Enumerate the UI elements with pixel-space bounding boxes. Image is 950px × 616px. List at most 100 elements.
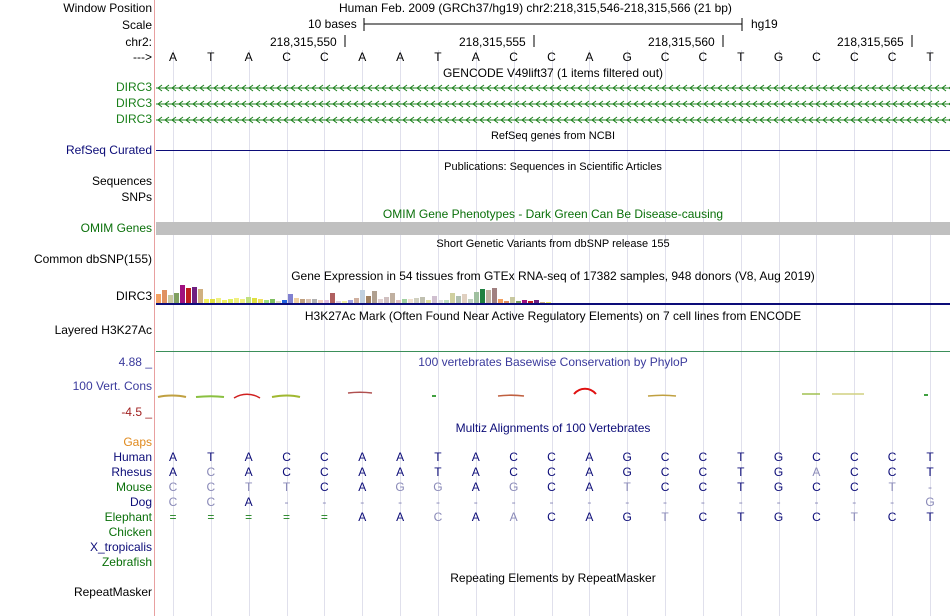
gtex-tissue-bar[interactable] <box>180 285 185 303</box>
aligned-base: A <box>509 510 518 524</box>
refseq-track-label[interactable]: RefSeq Curated <box>65 143 152 157</box>
h3k27ac-track-label[interactable]: Layered H3K27Ac <box>54 323 152 337</box>
gtex-tissue-bar[interactable] <box>450 293 455 303</box>
aligned-base: A <box>244 450 253 464</box>
gtex-tissue-bar[interactable] <box>462 294 467 303</box>
species-label-elephant[interactable]: Elephant <box>104 510 152 524</box>
gtex-tissue-bar[interactable] <box>306 299 311 303</box>
gtex-tissue-bar[interactable] <box>192 287 197 303</box>
gtex-tissue-bar[interactable] <box>522 300 527 303</box>
gtex-tissue-bar[interactable] <box>498 299 503 303</box>
reference-base: A <box>168 50 177 64</box>
gencode-track-label[interactable]: DIRC3 <box>115 80 152 94</box>
gtex-tissue-bar[interactable] <box>174 293 179 303</box>
dbsnp-track-label[interactable]: Common dbSNP(155) <box>33 252 152 266</box>
gtex-tissue-bar[interactable] <box>288 294 293 303</box>
gtex-tissue-bar[interactable] <box>210 299 215 303</box>
gtex-tissue-bar[interactable] <box>486 290 491 303</box>
snps-label[interactable]: SNPs <box>121 190 152 204</box>
gtex-tissue-bar[interactable] <box>480 289 485 303</box>
gtex-tissue-bar[interactable] <box>468 299 473 303</box>
gtex-tissue-bar[interactable] <box>504 301 509 303</box>
gtex-tissue-bar[interactable] <box>546 302 551 303</box>
gtex-tissue-bar[interactable] <box>420 297 425 303</box>
gtex-tissue-bar[interactable] <box>216 298 221 303</box>
gtex-tissue-bar[interactable] <box>390 293 395 303</box>
gtex-tissue-bar[interactable] <box>540 302 545 303</box>
phylop-track-label[interactable]: 100 Vert. Cons <box>72 379 152 393</box>
gtex-tissue-bar[interactable] <box>510 297 515 303</box>
gtex-tissue-bar[interactable] <box>300 299 305 303</box>
gtex-tissue-bar[interactable] <box>168 295 173 303</box>
refseq-transcript-line[interactable] <box>156 150 950 151</box>
phylop-conservation-graph[interactable] <box>156 385 950 403</box>
gtex-tissue-bar[interactable] <box>246 297 251 303</box>
gtex-tissue-bar[interactable] <box>414 298 419 303</box>
species-label-zebrafish[interactable]: Zebrafish <box>101 555 152 569</box>
species-label-mouse[interactable]: Mouse <box>115 480 152 494</box>
gtex-tissue-bar[interactable] <box>402 299 407 303</box>
gtex-tissue-bar[interactable] <box>474 292 479 303</box>
window-position-value[interactable]: Human Feb. 2009 (GRCh37/hg19) chr2:218,3… <box>339 1 732 15</box>
species-label-x_tropicalis[interactable]: X_tropicalis <box>89 540 152 554</box>
gtex-tissue-bar[interactable] <box>294 298 299 303</box>
species-label-dog[interactable]: Dog <box>129 495 152 509</box>
gtex-tissue-bar[interactable] <box>528 301 533 303</box>
gtex-tissue-bar[interactable] <box>312 299 317 303</box>
gtex-tissue-bar[interactable] <box>258 299 263 303</box>
gtex-tissue-bar[interactable] <box>330 293 335 303</box>
gtex-tissue-bar[interactable] <box>198 289 203 303</box>
species-label-human[interactable]: Human <box>113 450 152 464</box>
gtex-tissue-bar[interactable] <box>342 301 347 303</box>
gtex-expression-bars[interactable] <box>156 284 950 306</box>
gtex-tissue-bar[interactable] <box>324 300 329 303</box>
gtex-tissue-bar[interactable] <box>234 298 239 303</box>
gtex-tissue-bar[interactable] <box>360 290 365 303</box>
gencode-track-label[interactable]: DIRC3 <box>115 96 152 110</box>
gtex-tissue-bar[interactable] <box>396 300 401 303</box>
gtex-tissue-bar[interactable] <box>408 299 413 303</box>
gaps-label[interactable]: Gaps <box>123 435 152 449</box>
gtex-tissue-bar[interactable] <box>186 288 191 303</box>
species-label-chicken[interactable]: Chicken <box>108 525 152 539</box>
gtex-tissue-bar[interactable] <box>336 301 341 303</box>
gtex-tissue-bar[interactable] <box>240 299 245 303</box>
omim-track-label[interactable]: OMIM Genes <box>80 221 152 235</box>
repeatmasker-track-label[interactable]: RepeatMasker <box>73 585 152 599</box>
gtex-tissue-bar[interactable] <box>492 288 497 303</box>
strand-chevron <box>920 100 926 108</box>
gtex-tissue-bar[interactable] <box>438 300 443 303</box>
gtex-tissue-bar[interactable] <box>456 296 461 303</box>
gtex-tissue-bar[interactable] <box>204 299 209 303</box>
gtex-track-label[interactable]: DIRC3 <box>115 289 152 303</box>
gtex-tissue-bar[interactable] <box>162 290 167 303</box>
gencode-track-label[interactable]: DIRC3 <box>115 112 152 126</box>
gtex-tissue-bar[interactable] <box>318 300 323 303</box>
reference-base: C <box>887 50 897 64</box>
gtex-tissue-bar[interactable] <box>444 300 449 303</box>
gtex-tissue-bar[interactable] <box>534 300 539 303</box>
gtex-tissue-bar[interactable] <box>372 291 377 303</box>
gtex-tissue-bar[interactable] <box>384 297 389 303</box>
gtex-tissue-bar[interactable] <box>156 294 161 303</box>
gtex-tissue-bar[interactable] <box>228 299 233 303</box>
gtex-tissue-bar[interactable] <box>378 299 383 303</box>
gtex-tissue-bar[interactable] <box>432 296 437 303</box>
gtex-tissue-bar[interactable] <box>426 300 431 303</box>
gtex-tissue-bar[interactable] <box>282 300 287 303</box>
gtex-tissue-bar[interactable] <box>276 301 281 303</box>
gtex-tissue-bar[interactable] <box>354 298 359 303</box>
strand-chevron <box>899 100 905 108</box>
strand-chevron <box>528 84 534 92</box>
gtex-tissue-bar[interactable] <box>366 296 371 303</box>
gtex-tissue-bar[interactable] <box>252 298 257 303</box>
omim-feature-bar[interactable] <box>156 222 950 235</box>
gencode-transcripts[interactable] <box>156 80 950 128</box>
sequences-label[interactable]: Sequences <box>91 174 152 188</box>
gtex-tissue-bar[interactable] <box>348 300 353 303</box>
gtex-tissue-bar[interactable] <box>222 300 227 303</box>
gtex-tissue-bar[interactable] <box>264 300 269 303</box>
species-label-rhesus[interactable]: Rhesus <box>111 465 152 479</box>
gtex-tissue-bar[interactable] <box>270 299 275 303</box>
gtex-tissue-bar[interactable] <box>516 301 521 303</box>
